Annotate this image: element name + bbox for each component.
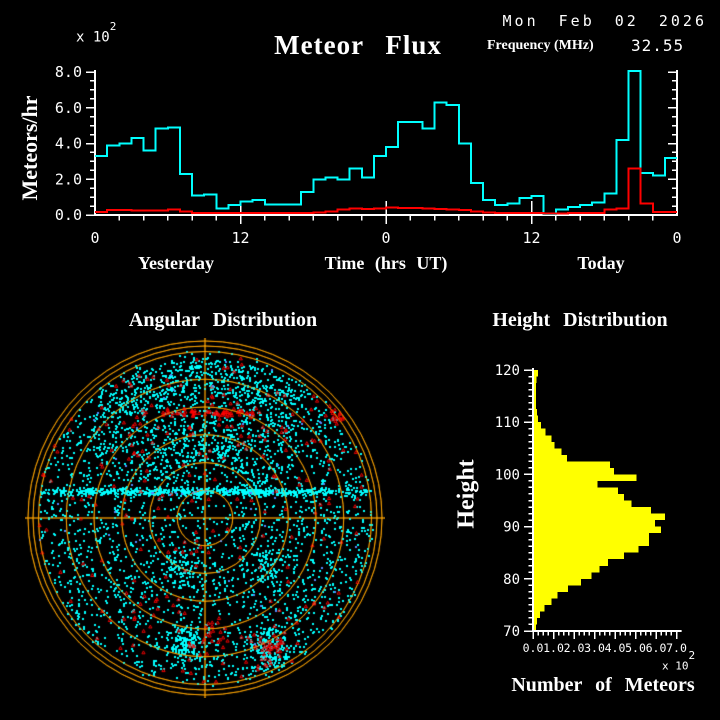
flux-x-tick-label: 12 — [231, 229, 249, 247]
height-bar — [534, 461, 610, 468]
height-x-scale-mantissa: x 10 — [662, 659, 689, 673]
height-x-scale-exponent: 2 — [688, 649, 696, 662]
height-bar — [534, 409, 538, 416]
height-bar — [534, 526, 662, 534]
flux-x-axis-title: Time (hrs UT) — [324, 253, 448, 273]
height-x-tick-label: 2.0 — [564, 641, 585, 655]
angular-distribution-plot — [25, 338, 385, 698]
height-x-axis-title: Number of Meteors — [511, 674, 695, 696]
height-bar — [534, 591, 558, 599]
flux-x-tick-label: 12 — [522, 229, 540, 247]
height-bar — [534, 624, 537, 631]
page-title: Meteor Flux — [274, 30, 442, 60]
height-bar — [534, 559, 608, 566]
height-bar — [534, 604, 545, 612]
height-x-tick-label: 0.0 — [523, 641, 544, 655]
height-bar — [534, 389, 537, 397]
flux-series-overdense-rate — [95, 167, 677, 215]
height-x-tick-label: 1.0 — [543, 641, 564, 655]
height-bar — [534, 520, 655, 527]
height-y-tick-label: 110 — [495, 415, 520, 431]
height-bar — [534, 539, 649, 547]
flux-y-axis-title: Meteors/hr — [17, 95, 42, 201]
date-label: Mon Feb 02 2026 — [502, 12, 707, 30]
height-bar — [534, 565, 600, 573]
height-bar — [534, 493, 625, 501]
height-bar — [534, 533, 649, 540]
flux-y-tick-label: 0.0 — [55, 206, 82, 224]
flux-y-scale-mantissa: x 10 — [76, 29, 110, 46]
frequency-label: Frequency (MHz) — [487, 38, 594, 53]
height-bar — [534, 402, 537, 410]
height-x-tick-label: 3.0 — [584, 641, 605, 655]
flux-y-scale-exponent: 2 — [109, 20, 117, 33]
flux-x-tick-label: 0 — [90, 229, 99, 247]
height-bar — [534, 585, 568, 592]
height-bar — [534, 376, 537, 384]
x-axis-day-today: Today — [577, 253, 625, 273]
flux-x-tick-label: 0 — [381, 229, 390, 247]
x-axis-day-yesterday: Yesterday — [138, 253, 214, 273]
height-bar — [534, 422, 542, 429]
height-bar — [534, 546, 639, 553]
height-bar — [534, 435, 552, 442]
flux-y-tick-label: 4.0 — [55, 135, 82, 153]
height-bar — [534, 578, 582, 586]
height-bar — [534, 441, 555, 449]
height-bar — [534, 467, 614, 475]
angular-distribution-title: Angular Distribution — [128, 309, 318, 331]
height-y-tick-label: 90 — [503, 520, 520, 536]
frequency-value: 32.55 — [631, 36, 685, 55]
flux-y-scale-label: x 102 — [76, 20, 116, 46]
height-bar — [534, 383, 537, 390]
height-x-tick-label: 6.0 — [646, 641, 667, 655]
flux-y-tick-label: 2.0 — [55, 170, 82, 188]
height-bar — [534, 487, 619, 494]
height-bar — [534, 396, 537, 403]
height-bar — [534, 507, 651, 514]
height-bar — [534, 415, 539, 423]
flux-y-tick-label: 6.0 — [55, 99, 82, 117]
height-y-tick-label: 70 — [503, 624, 520, 640]
height-y-axis-title: Height — [453, 459, 480, 529]
height-bar — [534, 370, 539, 377]
flux-x-tick-label: 0 — [672, 229, 681, 247]
height-bar — [534, 474, 637, 481]
flux-y-tick-label: 8.0 — [55, 63, 82, 81]
height-y-tick-label: 80 — [503, 572, 520, 588]
height-bar — [534, 598, 552, 605]
height-x-tick-label: 4.0 — [605, 641, 626, 655]
height-x-tick-label: 5.0 — [625, 641, 646, 655]
height-x-scale-label: x 102 — [662, 649, 695, 673]
height-y-tick-label: 100 — [495, 467, 520, 483]
height-bar — [534, 480, 598, 488]
height-x-tick-label: 7.0 — [666, 641, 687, 655]
height-bar — [534, 572, 592, 579]
height-distribution-title: Height Distribution — [492, 309, 668, 331]
height-y-tick-label: 120 — [495, 363, 520, 379]
height-bar — [534, 448, 562, 455]
height-bar — [534, 454, 567, 462]
height-bar — [534, 428, 546, 436]
height-bar — [534, 500, 632, 508]
height-bar — [534, 611, 541, 618]
height-bar — [534, 617, 538, 625]
height-bar — [534, 552, 625, 560]
flux-series-underdense-rate — [95, 70, 677, 216]
height-bar — [534, 513, 666, 521]
